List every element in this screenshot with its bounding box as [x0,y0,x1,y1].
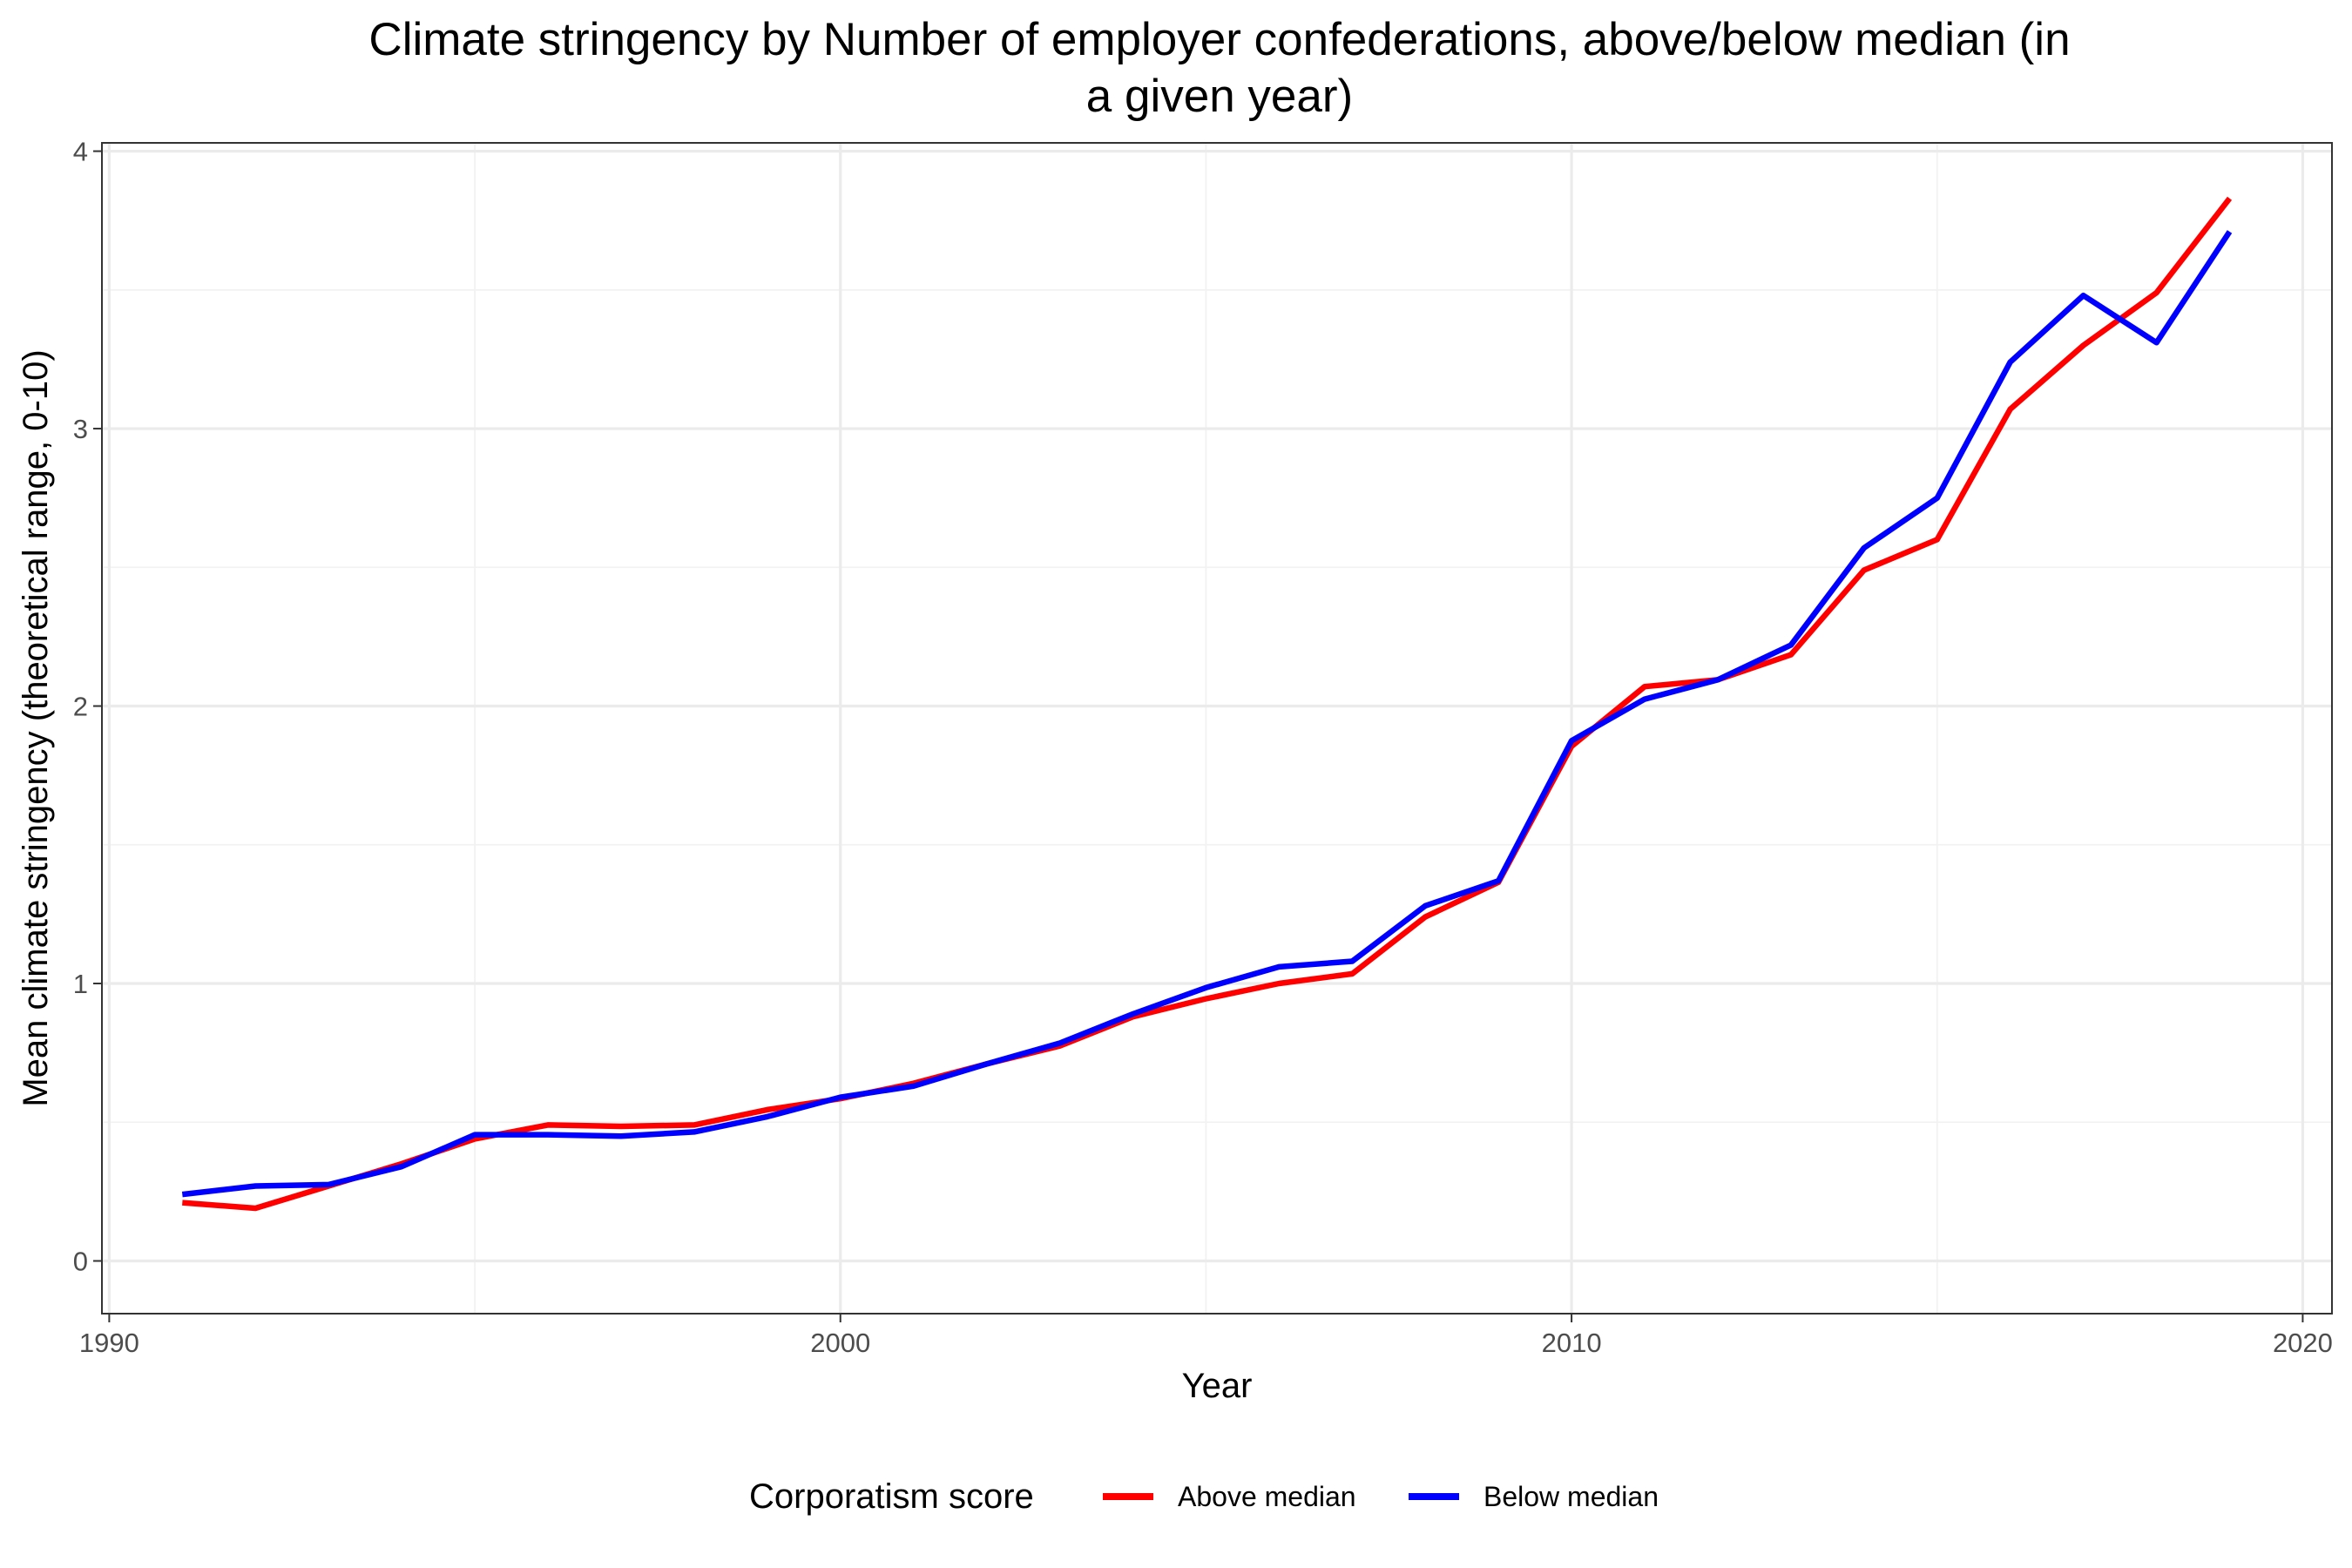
legend-label-above-median: Above median [1178,1481,1356,1512]
legend-title: Corporatism score [749,1477,1034,1516]
legend-label-below-median: Below median [1484,1481,1659,1512]
legend: Corporatism score Above median Below med… [749,1477,1659,1516]
x-tick-label: 1990 [79,1328,139,1358]
y-tick-label: 4 [73,137,88,167]
y-tick-label: 1 [73,969,88,999]
series-lines [181,196,2233,1212]
minor-gridlines [102,143,2332,1314]
plot-panel-border [101,142,2333,1315]
x-tick-label: 2000 [810,1328,870,1358]
x-axis-ticks: 1990 2000 2010 2020 [79,1314,2333,1358]
y-tick-label: 3 [73,414,88,444]
y-tick-label: 0 [73,1246,88,1276]
y-tick-label: 2 [73,692,88,722]
y-axis-ticks: 0 1 2 3 4 [73,137,102,1276]
chart-title-line-2: a given year) [1086,71,1353,122]
y-axis-title: Mean climate stringency (theoretical ran… [17,349,55,1106]
x-tick-label: 2020 [2273,1328,2333,1358]
series-line-above-median [182,196,2233,1212]
x-tick-label: 2010 [1542,1328,1602,1358]
x-axis-title: Year [1182,1367,1253,1405]
series-line-below-median [181,230,2233,1198]
chart-title-line-1: Climate stringency by Number of employer… [368,14,2070,65]
